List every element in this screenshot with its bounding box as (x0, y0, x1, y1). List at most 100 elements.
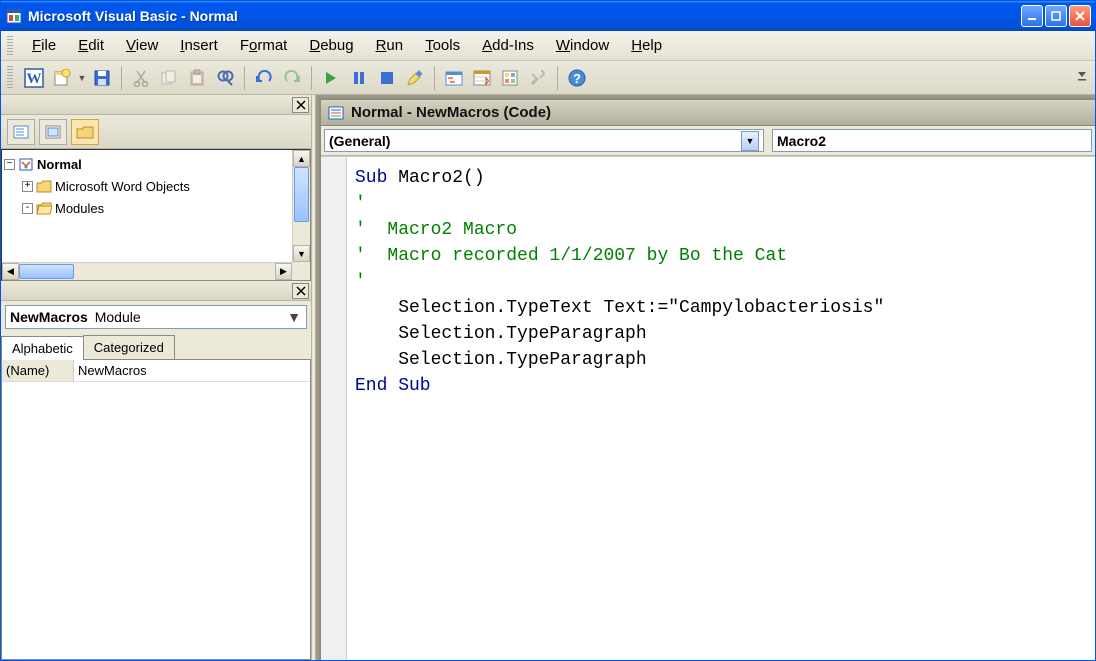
tree-item[interactable]: -Modules (4, 197, 308, 219)
menubar-grip[interactable] (7, 36, 13, 56)
svg-text:W: W (27, 71, 42, 87)
help-button[interactable]: ? (564, 65, 590, 91)
properties-window-button[interactable] (469, 65, 495, 91)
cut-icon (132, 69, 150, 87)
menu-tools[interactable]: Tools (414, 33, 471, 58)
project-icon (18, 156, 34, 172)
toolbar-separator (557, 66, 558, 90)
minimize-button[interactable] (1021, 5, 1043, 27)
find-icon (216, 69, 234, 87)
word-button[interactable]: W (21, 65, 47, 91)
object-list-value: (General) (329, 133, 390, 149)
menu-debug[interactable]: Debug (298, 33, 364, 58)
pause-icon (352, 71, 366, 85)
left-pane: − Normal +Microsoft Word Objects-Modules… (1, 95, 311, 660)
code-window: Normal - NewMacros (Code) (General) ▼ Ma… (319, 98, 1095, 660)
properties-object-selector: NewMacros Module ▼ (1, 301, 311, 333)
toolbar-overflow-icon[interactable] (1075, 63, 1089, 93)
stop-button[interactable] (374, 65, 400, 91)
find-button[interactable] (212, 65, 238, 91)
toolbar-grip[interactable] (7, 66, 13, 90)
project-toolbar (1, 115, 311, 149)
workspace: − Normal +Microsoft Word Objects-Modules… (1, 95, 1095, 660)
menu-file[interactable]: File (21, 33, 67, 58)
scroll-left-icon[interactable]: ◀ (2, 263, 19, 280)
tree-toggle-icon[interactable]: − (4, 159, 15, 170)
menu-window[interactable]: Window (545, 33, 620, 58)
design-mode-button[interactable] (402, 65, 428, 91)
toolbox-icon (529, 69, 547, 87)
paste-button (184, 65, 210, 91)
properties-pane-header (1, 281, 311, 301)
menu-help[interactable]: Help (620, 33, 673, 58)
folder-open-icon (36, 200, 52, 216)
view-code-button[interactable] (7, 119, 35, 145)
paste-icon (188, 69, 206, 87)
close-button[interactable] (1069, 5, 1091, 27)
save-icon (93, 69, 111, 87)
project-tree[interactable]: − Normal +Microsoft Word Objects-Modules… (1, 149, 311, 281)
text-cursor-icon (553, 632, 555, 654)
redo-button (279, 65, 305, 91)
object-browser-icon (501, 69, 519, 87)
view-object-button[interactable] (39, 119, 67, 145)
object-list-combo[interactable]: (General) ▼ (324, 129, 764, 152)
object-combo-name: NewMacros (10, 309, 88, 325)
menu-edit[interactable]: Edit (67, 33, 115, 58)
property-value[interactable]: NewMacros (74, 363, 310, 378)
toggle-folders-button[interactable] (71, 119, 99, 145)
insert-module-button[interactable] (49, 65, 75, 91)
menu-view[interactable]: View (115, 33, 169, 58)
save-button[interactable] (89, 65, 115, 91)
property-row[interactable]: (Name)NewMacros (2, 360, 310, 382)
project-pane-header (1, 95, 311, 115)
tree-root[interactable]: − Normal (4, 153, 308, 175)
properties-pane-close-button[interactable] (292, 283, 309, 299)
undo-button[interactable] (251, 65, 277, 91)
menu-format[interactable]: Format (229, 33, 299, 58)
code-dropdowns: (General) ▼ Macro2 (321, 126, 1095, 156)
project-pane-close-button[interactable] (292, 97, 309, 113)
toolbox-button (525, 65, 551, 91)
scroll-up-icon[interactable]: ▲ (293, 150, 310, 167)
scroll-down-icon[interactable]: ▼ (293, 245, 310, 262)
toolbar-separator (434, 66, 435, 90)
dropdown-arrow-icon[interactable]: ▼ (77, 73, 87, 83)
procedure-list-value: Macro2 (777, 133, 826, 149)
tab-alphabetic[interactable]: Alphabetic (1, 336, 84, 360)
toolbar-separator (311, 66, 312, 90)
copy-icon (160, 69, 178, 87)
object-browser-button[interactable] (497, 65, 523, 91)
tree-toggle-icon[interactable]: + (22, 181, 33, 192)
code-editor[interactable]: Sub Macro2() ' ' Macro2 Macro ' Macro re… (321, 156, 1095, 660)
object-combo[interactable]: NewMacros Module ▼ (5, 305, 307, 329)
properties-tabs: Alphabetic Categorized (1, 333, 311, 359)
menubar: FileEditViewInsertFormatDebugRunToolsAdd… (1, 31, 1095, 61)
window-title: Microsoft Visual Basic - Normal (28, 8, 1021, 24)
code-gutter (321, 157, 347, 660)
word-icon: W (24, 68, 44, 88)
run-button[interactable] (318, 65, 344, 91)
tab-categorized[interactable]: Categorized (83, 335, 175, 359)
titlebar[interactable]: Microsoft Visual Basic - Normal (1, 1, 1095, 31)
scroll-right-icon[interactable]: ▶ (275, 263, 292, 280)
tree-vscrollbar[interactable]: ▲ ▼ (292, 150, 310, 262)
pause-button[interactable] (346, 65, 372, 91)
menu-run[interactable]: Run (365, 33, 415, 58)
redo-icon (283, 69, 301, 87)
folder-closed-icon (36, 178, 52, 194)
menu-insert[interactable]: Insert (169, 33, 229, 58)
properties-grid[interactable]: (Name)NewMacros (1, 359, 311, 660)
code-text[interactable]: Sub Macro2() ' ' Macro2 Macro ' Macro re… (355, 165, 1095, 399)
menu-add-ins[interactable]: Add-Ins (471, 33, 545, 58)
vba-app-icon (5, 7, 23, 25)
procedure-list-combo[interactable]: Macro2 (772, 129, 1092, 152)
maximize-button[interactable] (1045, 5, 1067, 27)
chevron-down-icon: ▼ (741, 131, 759, 151)
tree-toggle-icon[interactable]: - (22, 203, 33, 214)
svg-text:?: ? (573, 71, 581, 86)
code-window-titlebar[interactable]: Normal - NewMacros (Code) (321, 100, 1095, 126)
tree-item[interactable]: +Microsoft Word Objects (4, 175, 308, 197)
tree-hscrollbar[interactable]: ◀ ▶ (2, 262, 292, 280)
project-explorer-button[interactable] (441, 65, 467, 91)
